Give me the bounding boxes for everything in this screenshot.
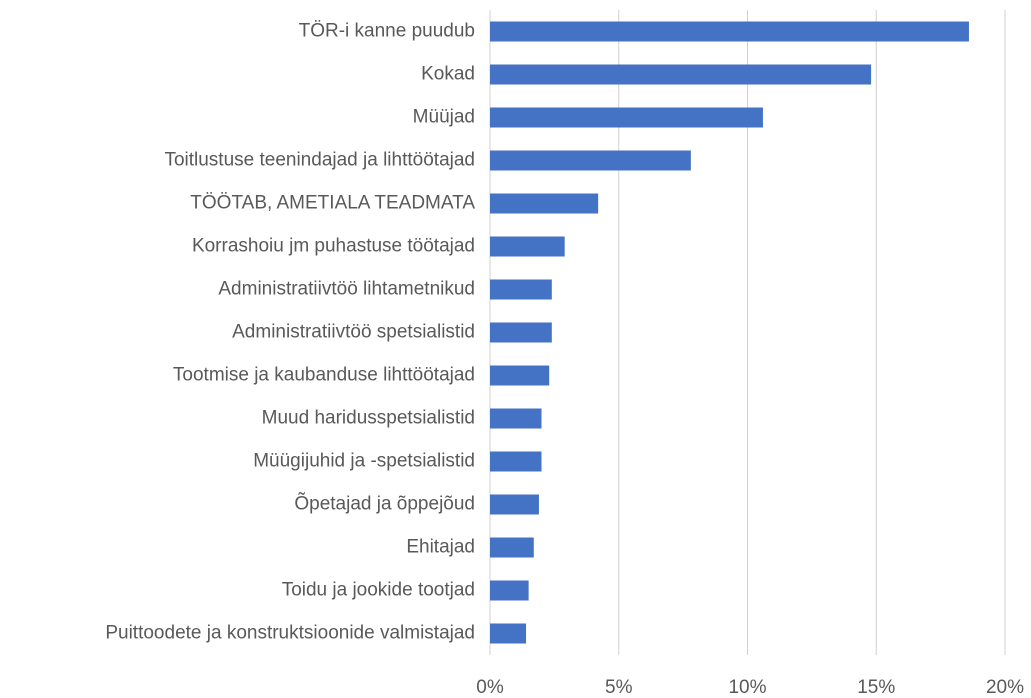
y-tick-label: Kokad [421, 64, 475, 85]
bar [490, 236, 565, 257]
bar [490, 623, 527, 644]
y-tick-label: Toidu ja jookide tootjad [282, 580, 475, 601]
bar [490, 322, 552, 343]
y-tick-label: Korrashoiu jm puhastuse töötajad [192, 236, 475, 257]
y-tick-label: Administratiivtöö lihtametnikud [218, 279, 475, 300]
y-tick-label: Ehitajad [406, 537, 475, 558]
y-tick-label: TÖÖTAB, AMETIALA TEADMATA [190, 193, 475, 214]
bar [490, 21, 969, 42]
bar [490, 107, 763, 128]
bar [490, 580, 529, 601]
bar [490, 408, 542, 429]
x-tick-label: 15% [857, 677, 895, 698]
bar [490, 451, 542, 472]
bar [490, 537, 534, 558]
bar [490, 193, 599, 214]
y-tick-label: Müügijuhid ja -spetsialistid [253, 451, 475, 472]
y-tick-label: Puittoodete ja konstruktsioonide valmist… [105, 623, 475, 644]
bar [490, 365, 550, 386]
x-tick-label: 0% [476, 677, 504, 698]
y-tick-label: Müüjad [413, 107, 475, 128]
x-tick-label: 20% [986, 677, 1024, 698]
y-tick-label: Õpetajad ja õppejõud [294, 493, 475, 515]
y-tick-label: Toitlustuse teenindajad ja lihttöötajad [164, 150, 475, 171]
bar [490, 64, 872, 85]
y-tick-label: TÖR-i kanne puudub [299, 21, 475, 42]
y-tick-label: Muud haridusspetsialistid [262, 408, 475, 429]
bar [490, 279, 552, 300]
x-tick-label: 10% [728, 677, 766, 698]
bar [490, 494, 539, 515]
bar [490, 150, 691, 171]
y-tick-label: Administratiivtöö spetsialistid [232, 322, 475, 343]
y-tick-label: Tootmise ja kaubanduse lihttöötajad [173, 365, 475, 386]
x-tick-label: 5% [605, 677, 633, 698]
